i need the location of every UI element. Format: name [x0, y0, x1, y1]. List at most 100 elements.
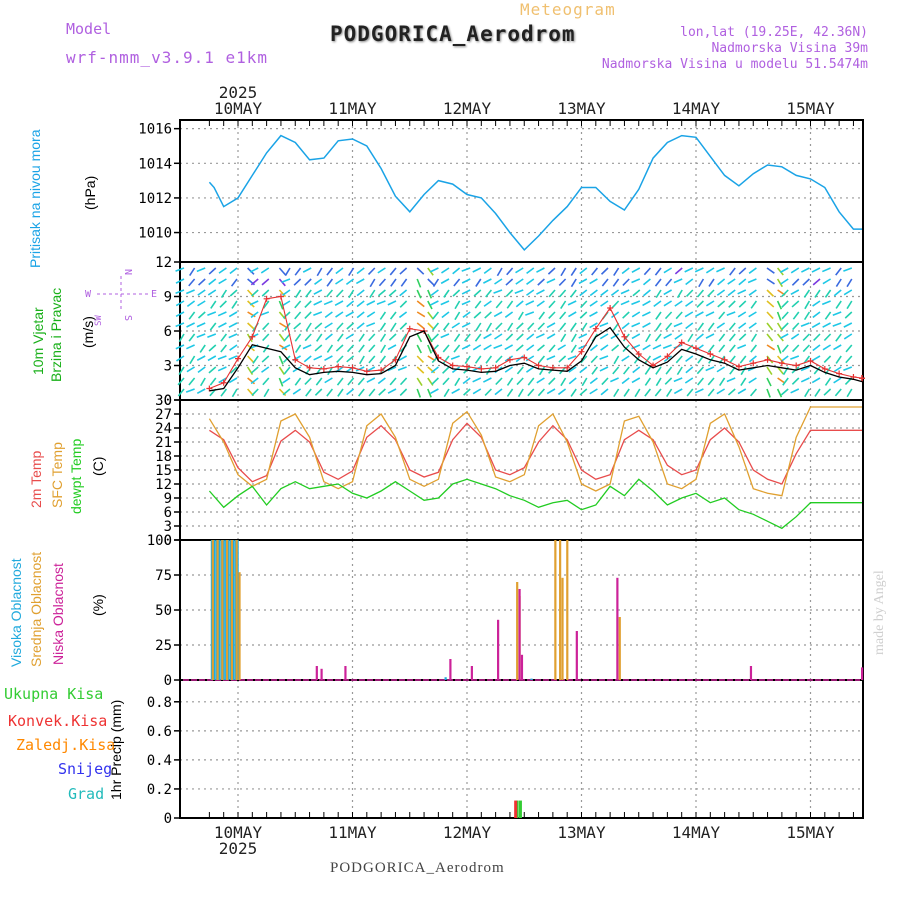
wind-arrow — [186, 322, 195, 328]
wind-arrow — [416, 300, 425, 308]
wind-arrow — [737, 388, 747, 395]
wind-arrow — [442, 344, 450, 353]
wind-arrow — [567, 355, 577, 361]
wind-arrow — [686, 388, 694, 397]
wind-arrow — [655, 289, 662, 299]
wind-arrow — [208, 278, 217, 286]
wind-arrow — [473, 311, 482, 319]
wind-arrow — [515, 300, 524, 308]
wind-arrow — [791, 278, 800, 286]
wind-arrow — [484, 388, 492, 397]
wind-arrow — [557, 344, 567, 351]
wind-arrow — [570, 322, 577, 331]
wind-arrow — [400, 333, 408, 342]
wind-arrow — [294, 344, 302, 353]
ytick-label-temp: 12 — [155, 477, 172, 493]
wind-arrow — [800, 377, 810, 383]
wind-arrow — [483, 377, 492, 383]
wind-gust-marker — [464, 363, 470, 370]
wind-arrow — [316, 333, 323, 342]
wind-arrow — [694, 388, 704, 394]
wind-arrow — [546, 278, 556, 284]
wind-arrow — [208, 366, 217, 374]
wind-arrow — [779, 267, 789, 274]
wind-arrow — [557, 388, 567, 396]
wind-arrow — [707, 289, 715, 297]
wind-arrow — [622, 333, 630, 342]
wind-arrow — [655, 322, 662, 331]
wind-arrow — [705, 311, 715, 317]
ytick-label-precip: 0.6 — [147, 724, 172, 740]
wind-arrow — [336, 333, 344, 342]
wind-arrow — [695, 311, 704, 318]
wind-arrow — [716, 366, 726, 373]
ytick-label-temp: 0 — [164, 533, 172, 549]
wind-arrow — [197, 300, 206, 307]
wind-arrow — [400, 278, 408, 287]
wind-arrow — [729, 267, 736, 276]
wind-arrow — [781, 311, 789, 320]
wind-arrow — [600, 388, 609, 396]
wind-arrow — [196, 355, 206, 361]
wind-arrow — [390, 322, 397, 332]
wind-arrow — [705, 333, 715, 339]
wind-arrow — [505, 278, 514, 286]
wind-arrow — [442, 355, 450, 364]
wind-arrow — [833, 344, 842, 351]
cloud-low-bar — [518, 589, 521, 680]
wind-arrow — [749, 388, 758, 397]
wind-arrow — [665, 366, 673, 375]
wind-arrow — [546, 388, 556, 395]
wind-arrow — [823, 355, 832, 363]
wind-arrow — [748, 322, 757, 329]
wind-arrow — [674, 333, 683, 340]
wind-arrow — [178, 333, 185, 343]
wind-arrow — [440, 333, 450, 339]
wind-arrow — [776, 322, 784, 332]
wind-arrow — [278, 300, 284, 310]
wind-arrow — [516, 333, 524, 341]
wind-arrow — [177, 388, 185, 397]
wind-arrow — [246, 333, 253, 343]
wind-arrow — [581, 322, 588, 332]
wind-arrow — [622, 278, 630, 286]
wind-arrow — [189, 355, 196, 365]
wind-arrow — [822, 344, 832, 351]
wind-arrow — [526, 333, 535, 341]
wind-arrow — [220, 388, 228, 397]
ytick-label-pressure: 1014 — [138, 156, 172, 172]
wind-arrow — [220, 344, 228, 353]
wind-arrow — [294, 289, 302, 298]
wind-arrow — [398, 355, 407, 362]
wind-arrow — [685, 289, 694, 298]
wind-arrow — [368, 333, 376, 342]
wind-arrow — [538, 355, 546, 364]
wind-arrow — [655, 366, 662, 375]
wind-gust-line — [209, 295, 863, 390]
wind-arrow — [231, 388, 238, 398]
wind-arrow — [427, 278, 435, 286]
ytick-label-temp: 18 — [155, 449, 172, 465]
wind-arrow — [579, 366, 588, 374]
wind-arrow — [780, 278, 789, 285]
wind-arrow — [198, 278, 206, 286]
wind-arrow — [546, 322, 556, 329]
wind-arrow — [684, 377, 694, 384]
wind-arrow — [766, 278, 775, 285]
wind-arrow — [483, 267, 492, 275]
wind-arrow — [526, 278, 535, 285]
date-label-top: 10MAY — [214, 99, 263, 118]
wind-arrow — [537, 322, 545, 330]
wind-arrow — [262, 300, 270, 309]
wind-arrow — [766, 344, 776, 351]
wind-arrow — [431, 377, 439, 385]
wind-arrow — [494, 388, 503, 396]
wind-arrow — [399, 267, 408, 275]
wind-arrow — [642, 344, 651, 351]
wind-arrow — [750, 300, 758, 309]
wind-arrow — [399, 388, 408, 396]
wind-arrow — [766, 366, 773, 375]
wind-gust-marker — [249, 333, 256, 340]
date-label-bottom: 10MAY — [214, 823, 263, 842]
wind-arrow — [505, 289, 514, 297]
